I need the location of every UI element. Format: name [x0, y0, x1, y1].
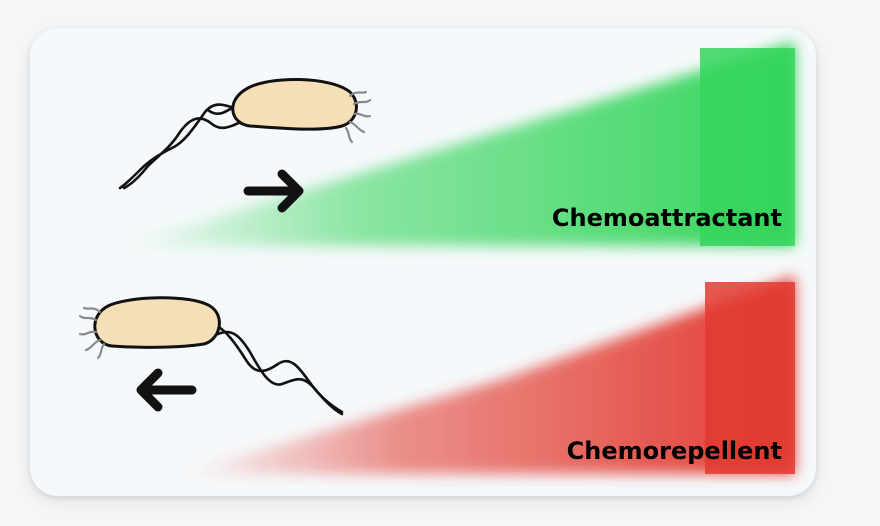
arrow-left-icon	[136, 368, 197, 412]
flagellum-bottom	[212, 322, 344, 416]
flagellum-top	[118, 102, 247, 190]
arrow-right-icon	[243, 169, 304, 213]
pili-bottom	[78, 306, 106, 360]
repellent-gradient	[180, 276, 795, 474]
chemorepellent-label: Chemorepellent	[567, 437, 782, 465]
repellent-panel: Chemorepellent	[78, 276, 795, 474]
bacterium-bottom	[78, 296, 221, 360]
bacterium-top	[231, 77, 372, 144]
attractant-panel: Chemoattractant	[118, 42, 795, 246]
chemoattractant-label: Chemoattractant	[552, 204, 782, 232]
pili-top	[344, 90, 372, 144]
